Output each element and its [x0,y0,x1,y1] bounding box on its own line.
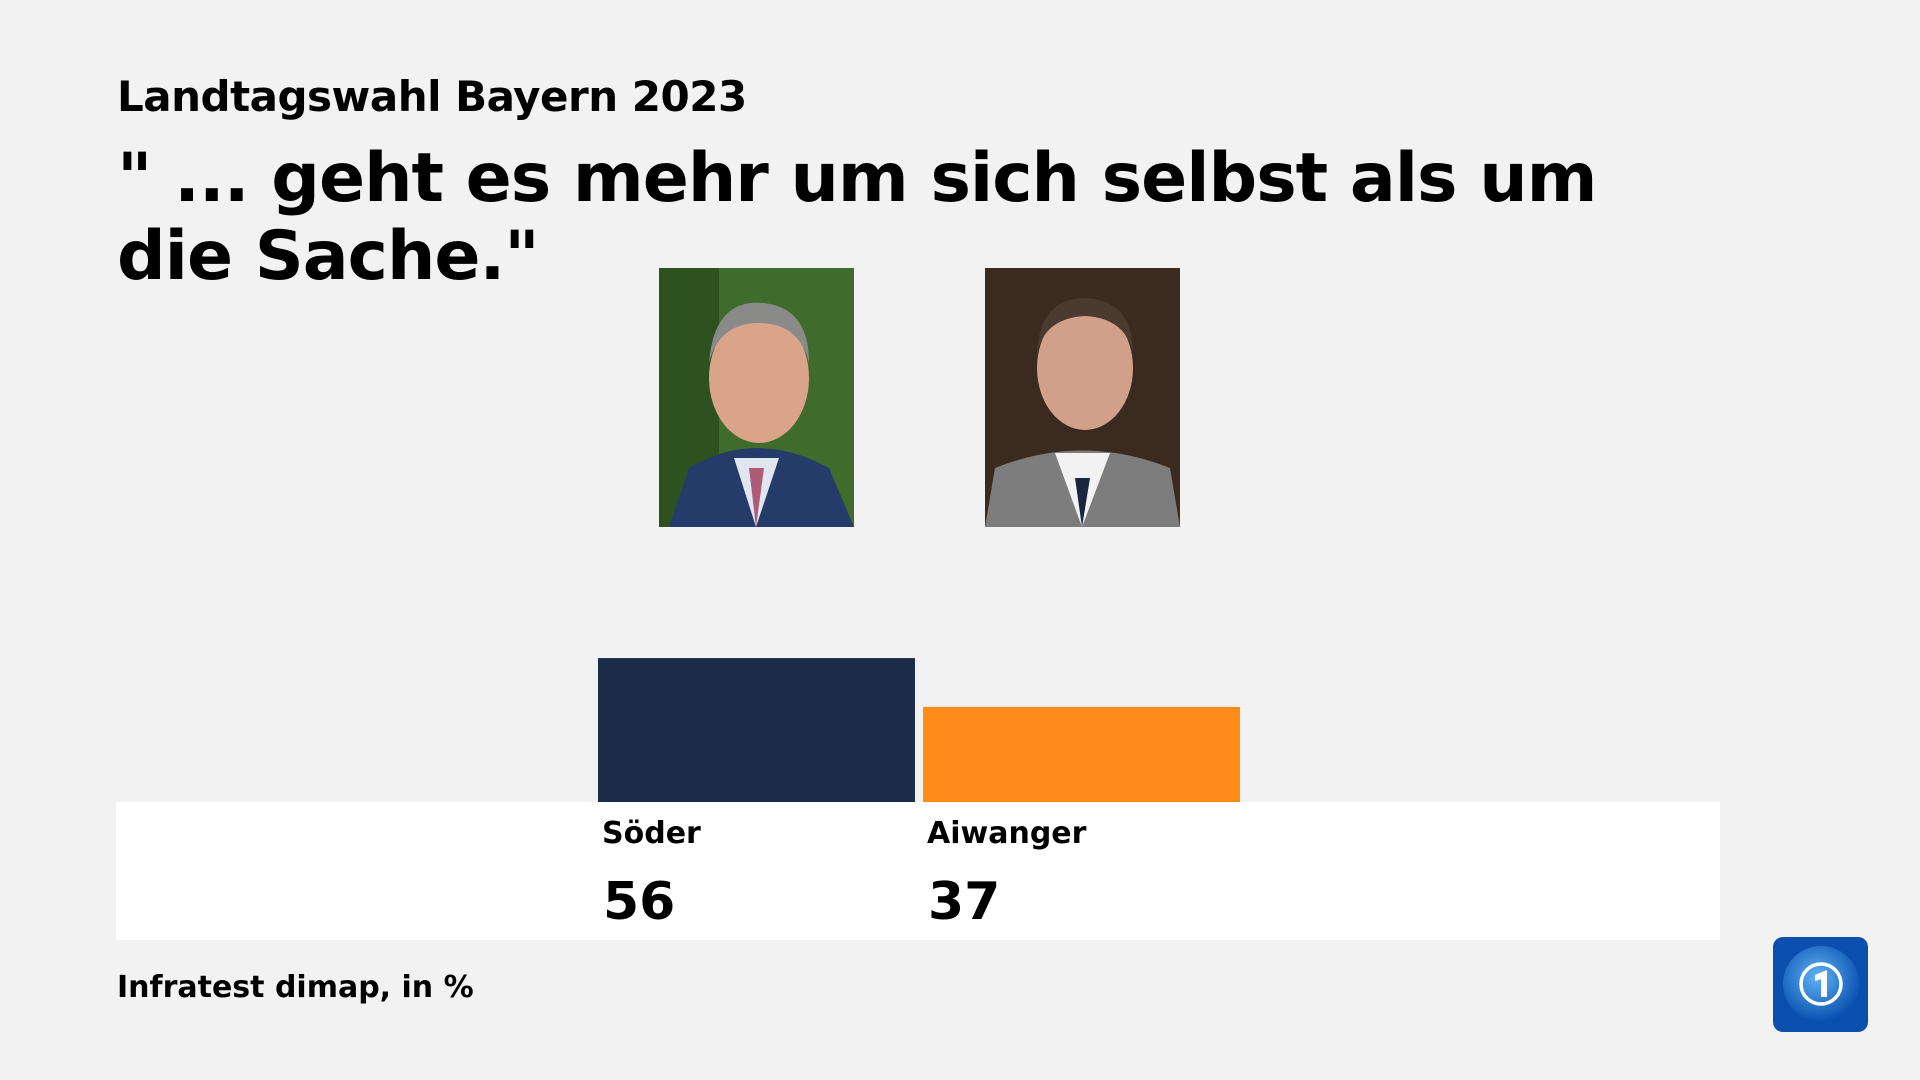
tagesschau-logo-icon [1773,937,1868,1032]
portrait-aiwanger [985,268,1180,527]
chart-kicker: Landtagswahl Bayern 2023 [117,72,747,121]
source-note: Infratest dimap, in % [117,970,474,1005]
value-label: 37 [928,872,1001,932]
category-label: Aiwanger [927,816,1087,851]
category-label: Söder [602,816,701,851]
bar-sder [598,658,915,802]
portrait-soeder [659,268,854,527]
bar-aiwanger [923,706,1240,802]
chart-title: " ... geht es mehr um sich selbst als um… [117,139,1597,296]
label-band [116,802,1720,940]
value-label: 56 [603,872,676,932]
